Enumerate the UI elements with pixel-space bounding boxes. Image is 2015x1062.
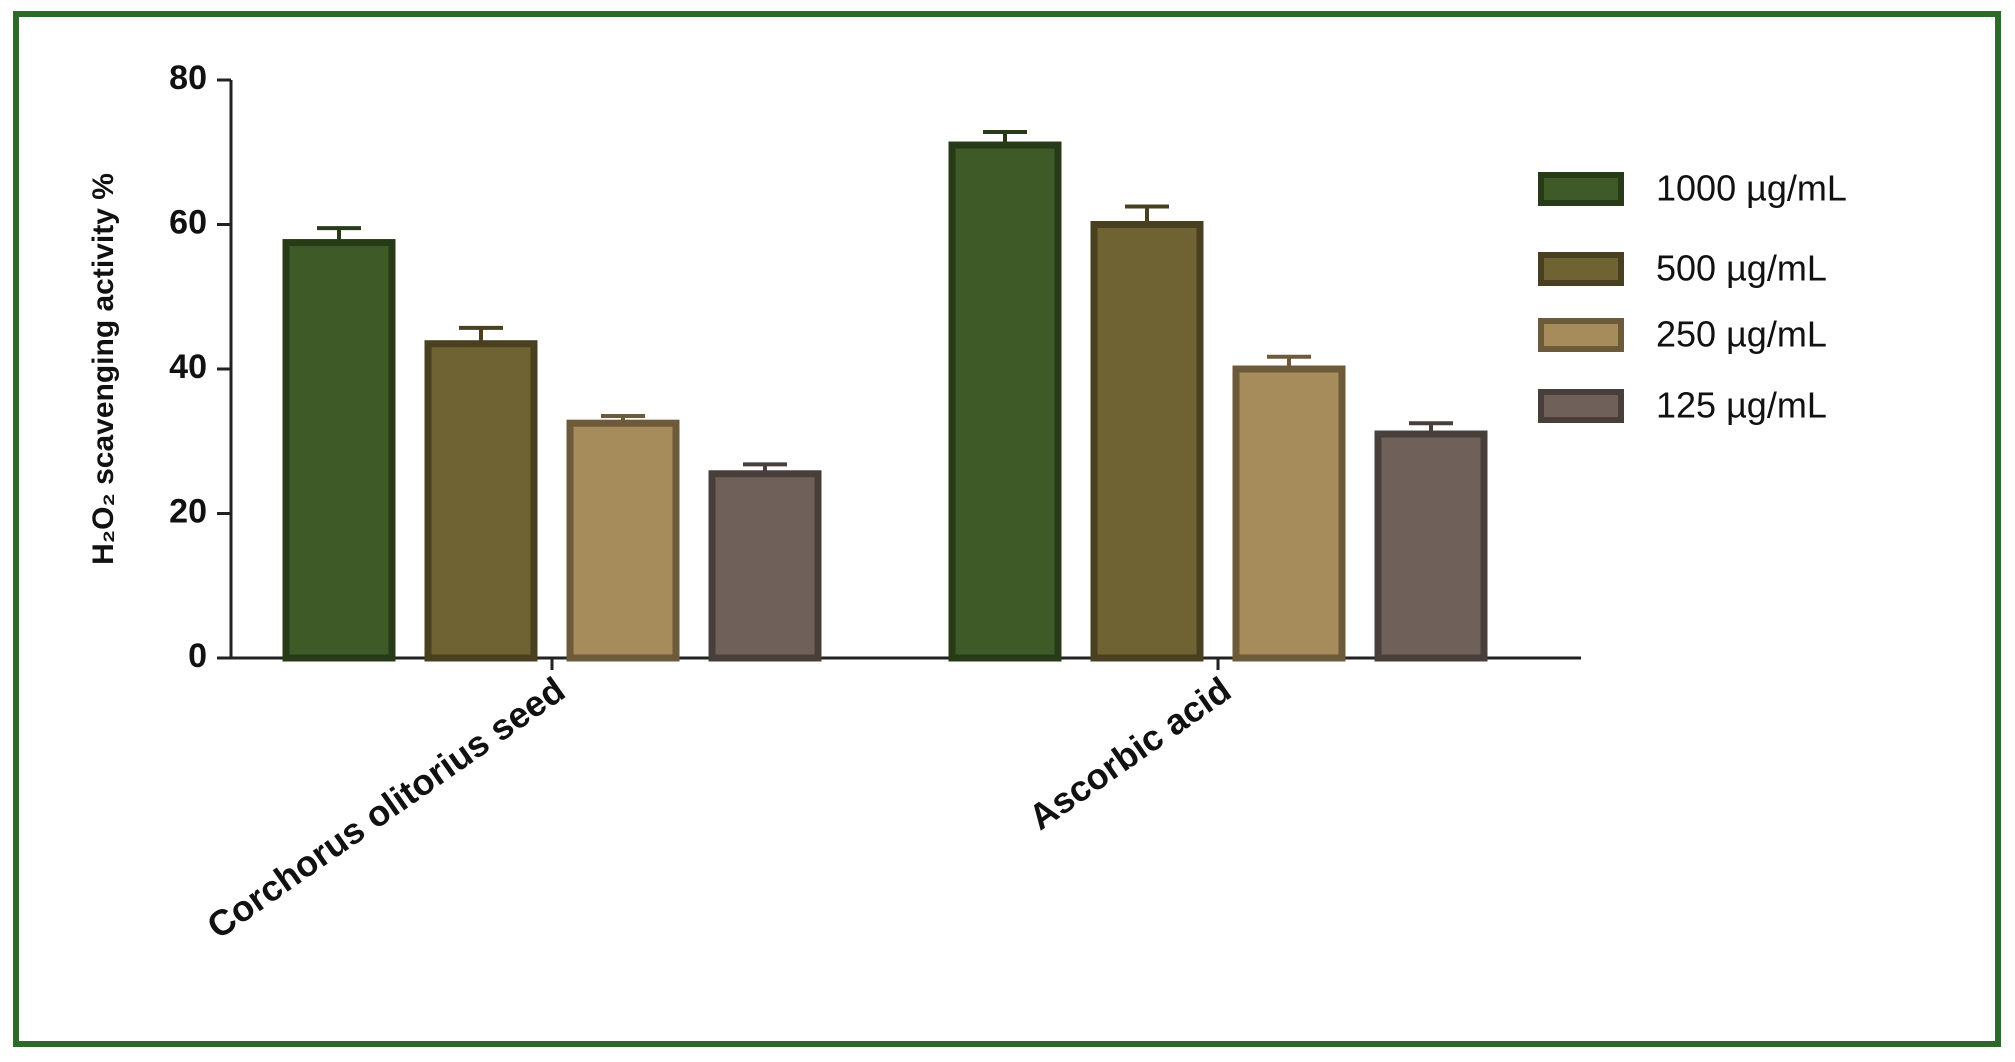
error-bar [1125, 204, 1169, 225]
error-bar [1409, 421, 1453, 435]
bar [1232, 365, 1346, 662]
bar [948, 141, 1062, 662]
legend-swatch [1538, 318, 1624, 352]
error-bar [601, 413, 645, 424]
bar [708, 470, 822, 662]
legend-label: 500 µg/mL [1656, 248, 1827, 289]
error-bar [1267, 354, 1311, 369]
y-tick-label: 40 [169, 348, 207, 386]
legend-label: 1000 µg/mL [1656, 168, 1847, 209]
bar [1374, 430, 1488, 662]
legend-label: 250 µg/mL [1656, 314, 1827, 355]
error-bar [459, 325, 503, 344]
y-tick-label: 80 [169, 59, 207, 97]
error-bar [983, 130, 1027, 146]
legend-swatch [1538, 389, 1624, 423]
y-tick-label: 20 [169, 492, 207, 530]
legend-swatch [1538, 252, 1624, 286]
bar [424, 340, 538, 662]
bar [282, 239, 396, 662]
legend-swatch [1538, 172, 1624, 206]
y-tick-label: 60 [169, 203, 207, 241]
error-bar [743, 462, 787, 474]
y-axis-label: H₂O₂ scavenging activity % [87, 173, 120, 565]
error-bar [317, 226, 361, 243]
y-tick-label: 0 [188, 637, 207, 675]
bar [1090, 221, 1204, 662]
bar [566, 419, 680, 662]
legend-label: 125 µg/mL [1656, 385, 1827, 426]
